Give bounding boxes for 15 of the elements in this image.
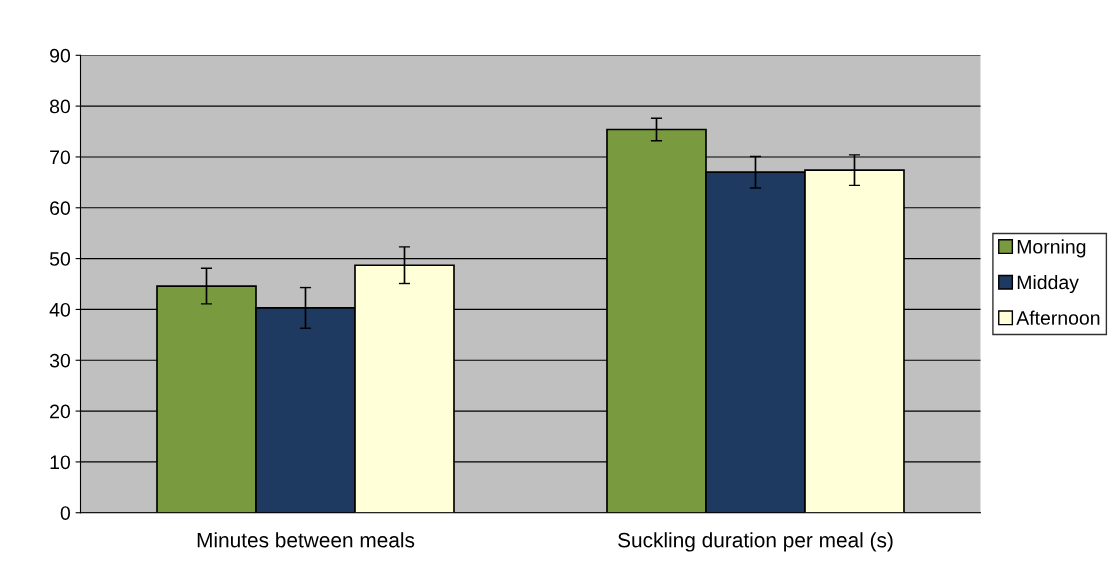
- y-tick-label: 70: [50, 150, 71, 165]
- y-tick-label: 20: [50, 404, 71, 419]
- legend-label: Midday: [1017, 274, 1079, 294]
- y-tick-label: 60: [50, 201, 71, 216]
- y-tick-label: 50: [49, 252, 71, 266]
- y-tick-label: 80: [49, 99, 71, 114]
- x-tick-label: Suckling duration per meal (s): [618, 532, 893, 552]
- y-tick-label: 0: [60, 506, 71, 520]
- legend-label: Afternoon: [1016, 310, 1100, 325]
- legend-label: Morning: [1017, 239, 1086, 258]
- y-tick-label: 90: [50, 48, 71, 63]
- y-tick-label: 40: [49, 302, 71, 317]
- x-tick-label: Minutes between meals: [197, 532, 415, 548]
- y-tick-label: 30: [49, 353, 71, 368]
- y-tick-label: 10: [50, 455, 71, 470]
